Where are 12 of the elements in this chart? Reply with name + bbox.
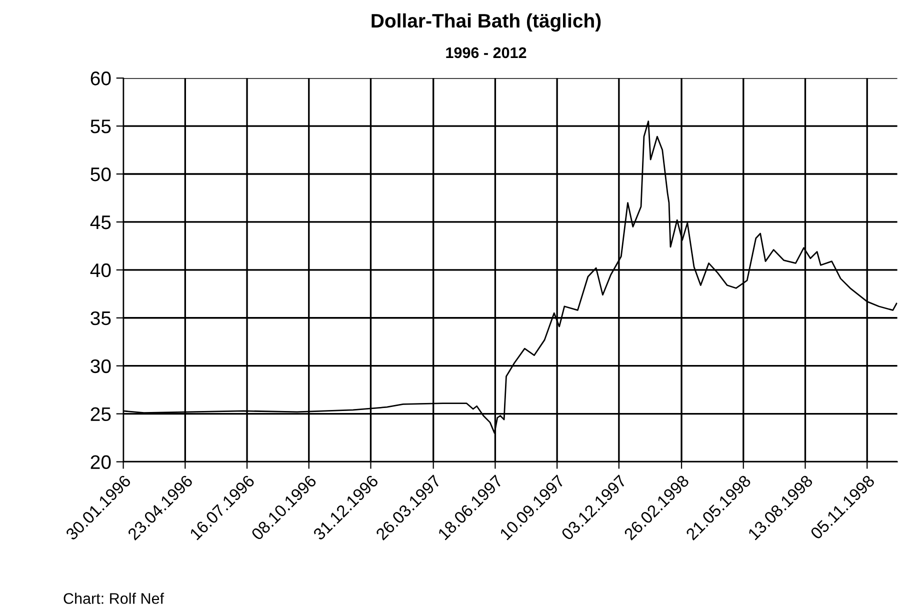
y-tick-label: 45 <box>90 216 111 230</box>
y-tick-label: 55 <box>90 120 111 134</box>
y-tick-label: 60 <box>90 72 111 86</box>
y-tick-label: 30 <box>90 359 111 374</box>
chart-title: Dollar-Thai Bath (täglich) <box>372 13 601 32</box>
y-tick-label: 25 <box>90 407 111 422</box>
text: Chart: Rolf Nef <box>64 592 164 604</box>
y-tick-label: 35 <box>90 311 111 326</box>
y-tick-label: 50 <box>90 167 111 182</box>
chart-subtitle: 1996 - 2012 <box>446 47 526 58</box>
y-tick-label: 20 <box>90 455 111 470</box>
y-tick-label: 40 <box>90 263 111 278</box>
